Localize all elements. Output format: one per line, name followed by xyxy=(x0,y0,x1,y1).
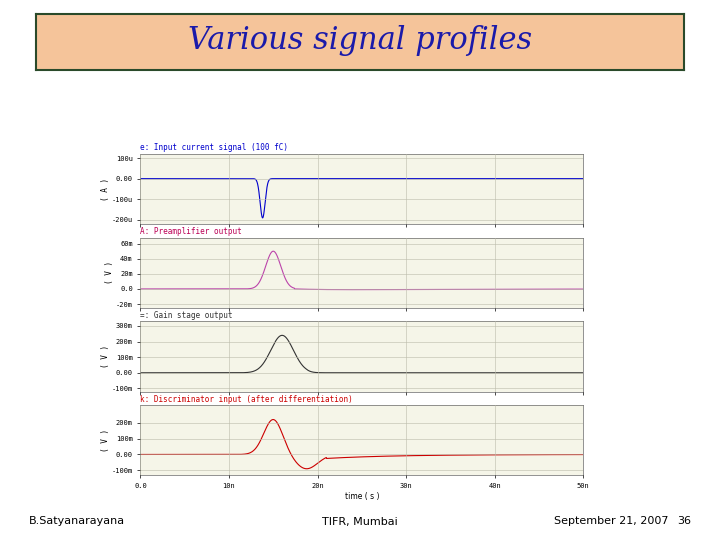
Text: =: Gain stage output: =: Gain stage output xyxy=(140,311,233,320)
Y-axis label: ( A ): ( A ) xyxy=(101,178,110,200)
Text: e: Input current signal (100 fC): e: Input current signal (100 fC) xyxy=(140,144,288,152)
Text: B.Satyanarayana: B.Satyanarayana xyxy=(29,516,125,526)
Text: September 21, 2007: September 21, 2007 xyxy=(554,516,669,526)
Y-axis label: ( V ): ( V ) xyxy=(101,429,110,451)
Text: k: Discriminator input (after differentiation): k: Discriminator input (after differenti… xyxy=(140,395,353,403)
Text: A: Preamplifier output: A: Preamplifier output xyxy=(140,227,242,236)
Y-axis label: ( V ): ( V ) xyxy=(105,261,114,284)
Y-axis label: ( V ): ( V ) xyxy=(101,345,110,368)
Text: 36: 36 xyxy=(678,516,691,526)
Text: TIFR, Mumbai: TIFR, Mumbai xyxy=(322,516,398,526)
Text: Various signal profiles: Various signal profiles xyxy=(188,25,532,56)
X-axis label: time ( s ): time ( s ) xyxy=(345,491,379,501)
